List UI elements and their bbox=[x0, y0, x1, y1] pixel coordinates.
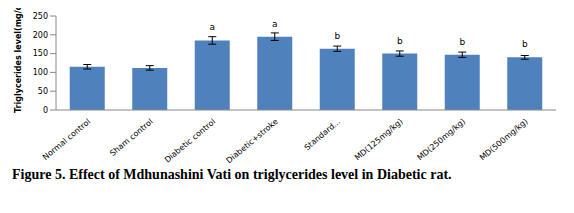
svg-text:a: a bbox=[209, 22, 215, 32]
svg-text:b: b bbox=[522, 39, 528, 49]
svg-text:Sham control: Sham control bbox=[108, 117, 154, 158]
svg-text:0: 0 bbox=[43, 106, 48, 115]
svg-text:Normal control: Normal control bbox=[41, 117, 92, 162]
svg-text:100: 100 bbox=[33, 68, 48, 77]
svg-text:150: 150 bbox=[33, 49, 48, 58]
svg-text:a: a bbox=[272, 19, 278, 29]
svg-text:MD(125mg/kg): MD(125mg/kg) bbox=[353, 117, 405, 162]
svg-text:Triglycerides level(mg/dl): Triglycerides level(mg/dl) bbox=[14, 8, 23, 113]
svg-text:b: b bbox=[334, 31, 340, 41]
svg-text:b: b bbox=[459, 37, 465, 47]
svg-text:MD(500mg/kg): MD(500mg/kg) bbox=[478, 117, 530, 162]
svg-text:200: 200 bbox=[33, 31, 48, 40]
svg-text:MD(250mg/kg): MD(250mg/kg) bbox=[416, 117, 468, 162]
svg-text:250: 250 bbox=[33, 12, 48, 21]
svg-text:50: 50 bbox=[38, 87, 48, 96]
svg-text:b: b bbox=[397, 36, 403, 46]
svg-text:Diabetic control: Diabetic control bbox=[163, 117, 217, 165]
html-text:Figure 5. Effect of Mdhunashin: Figure 5. Effect of Mdhunashini Vati on … bbox=[12, 167, 452, 182]
svg-text:Diabetic+stroke: Diabetic+stroke bbox=[225, 117, 280, 165]
svg-text:Standard...: Standard... bbox=[303, 117, 343, 152]
